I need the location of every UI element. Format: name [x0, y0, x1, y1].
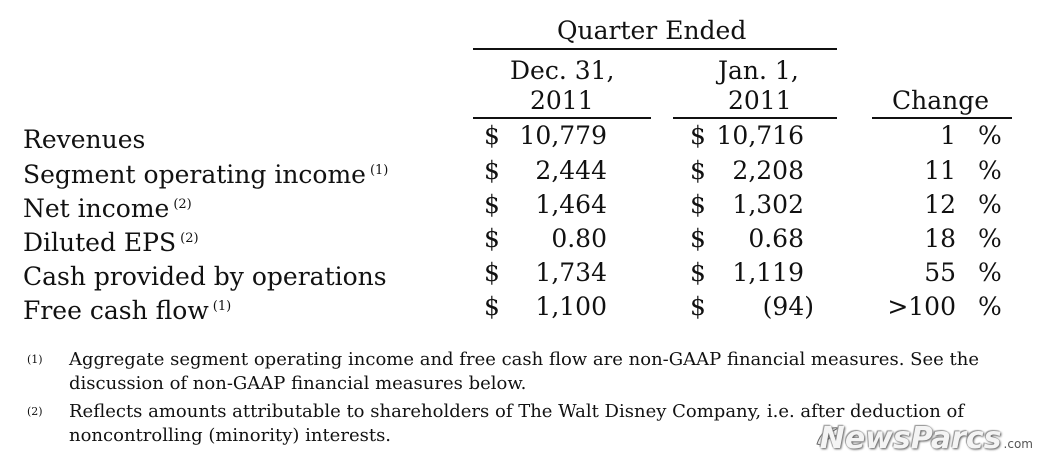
newsparcs-logo-icon — [816, 427, 842, 447]
change-rule — [872, 117, 1012, 119]
row-currency-2: $ — [690, 190, 706, 219]
change-header: Change — [892, 86, 990, 115]
col1-rule — [473, 117, 651, 119]
row-label: Segment operating income (1) — [23, 160, 389, 189]
row-currency-2: $ — [690, 258, 706, 287]
row-currency-2: $ — [690, 156, 706, 185]
footnote-text-line: noncontrolling (minority) interests. — [69, 425, 392, 446]
row-value-dec31: 0.80 — [551, 224, 607, 253]
col1-header-line2: 2011 — [530, 86, 594, 115]
quarter-ended-header: Quarter Ended — [557, 16, 747, 45]
row-value-jan1: 10,716 — [716, 121, 804, 150]
row-currency-2: $ — [690, 224, 706, 253]
footnote-text-line: Aggregate segment operating income and f… — [69, 349, 979, 370]
row-label: Diluted EPS (2) — [23, 228, 199, 257]
row-label: Free cash flow (1) — [23, 296, 232, 325]
row-value-dec31: 10,779 — [519, 121, 607, 150]
row-value-jan1: 1,302 — [732, 190, 804, 219]
footnote-mark: (1) — [27, 353, 43, 366]
row-value-jan1: (94) — [762, 292, 814, 321]
row-currency-1: $ — [484, 121, 500, 150]
row-value-jan1: 2,208 — [732, 156, 804, 185]
row-change: 12 — [924, 190, 956, 219]
footnote-text-line: discussion of non-GAAP financial measure… — [69, 373, 527, 394]
row-currency-1: $ — [484, 190, 500, 219]
row-change: 18 — [924, 224, 956, 253]
row-value-dec31: 2,444 — [535, 156, 607, 185]
col2-rule — [673, 117, 837, 119]
row-percent: % — [978, 190, 1002, 219]
row-currency-1: $ — [484, 224, 500, 253]
row-value-dec31: 1,464 — [535, 190, 607, 219]
row-percent: % — [978, 156, 1002, 185]
col2-header-line2: 2011 — [728, 86, 792, 115]
row-percent: % — [978, 258, 1002, 287]
row-currency-2: $ — [690, 292, 706, 321]
col1-header-line1: Dec. 31, — [510, 56, 615, 85]
row-currency-1: $ — [484, 258, 500, 287]
row-percent: % — [978, 224, 1002, 253]
row-change: 1 — [940, 121, 956, 150]
row-label: Net income (2) — [23, 194, 192, 223]
row-currency-1: $ — [484, 156, 500, 185]
row-label: Revenues — [23, 125, 146, 154]
row-percent: % — [978, 121, 1002, 150]
row-change: >100 — [887, 292, 956, 321]
row-currency-1: $ — [484, 292, 500, 321]
row-label: Cash provided by operations — [23, 262, 387, 291]
newsparcs-watermark: NewsParcs .com — [819, 421, 1033, 456]
row-percent: % — [978, 292, 1002, 321]
col2-header-line1: Jan. 1, — [718, 56, 799, 85]
row-value-jan1: 1,119 — [732, 258, 804, 287]
row-currency-2: $ — [690, 121, 706, 150]
footnote-text-line: Reflects amounts attributable to shareho… — [69, 401, 965, 422]
row-value-dec31: 1,100 — [535, 292, 607, 321]
footnote-mark: (2) — [27, 405, 43, 418]
row-change: 55 — [924, 258, 956, 287]
row-change: 11 — [924, 156, 956, 185]
row-value-jan1: 0.68 — [748, 224, 804, 253]
header-rule — [473, 48, 837, 50]
row-value-dec31: 1,734 — [535, 258, 607, 287]
